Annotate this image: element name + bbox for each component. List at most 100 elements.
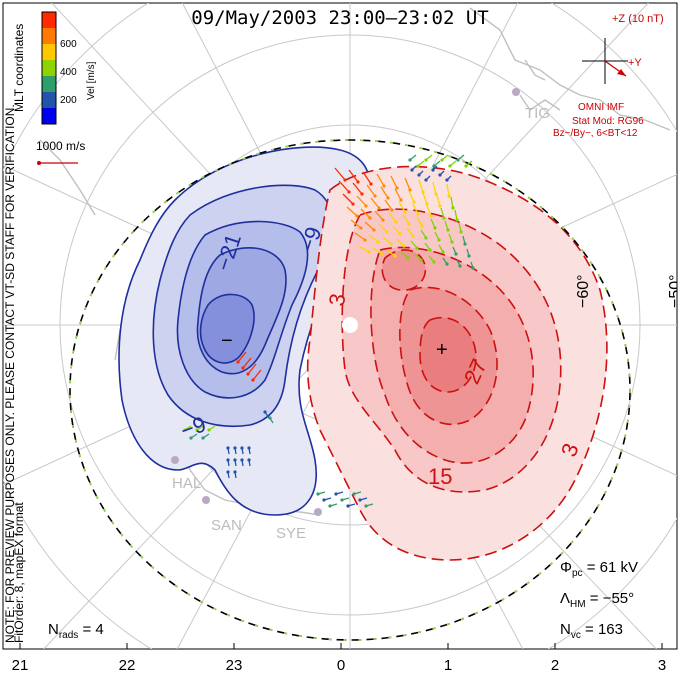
velocity-vector-origin — [399, 198, 403, 202]
velocity-vector-origin — [428, 248, 432, 252]
velocity-vector-origin — [432, 260, 436, 264]
velocity-vector-origin — [207, 428, 211, 432]
velocity-vector — [334, 167, 346, 181]
imf-condition: Bz−/By−, 6<BT<12 — [553, 128, 638, 139]
contour-label: 15 — [428, 464, 452, 489]
velocity-vector-origin — [233, 446, 237, 450]
negative-cell — [118, 146, 371, 516]
mlt-tick-label: 21 — [12, 657, 29, 674]
velocity-vector-origin — [189, 436, 193, 440]
velocity-vector — [354, 232, 366, 241]
velocity-vector-origin — [358, 498, 362, 502]
pole-marker — [342, 317, 358, 333]
velocity-vector — [382, 236, 392, 245]
velocity-vector-origin — [233, 458, 237, 462]
station-label: SYE — [276, 525, 306, 542]
imf-z-label: +Z (10 nT) — [612, 13, 664, 25]
velocity-vector — [366, 184, 376, 197]
velocity-vector — [360, 208, 371, 219]
velocity-vector-origin — [322, 498, 326, 502]
velocity-vector-origin — [355, 214, 359, 218]
mlt-tick-label: 2 — [551, 657, 559, 674]
contour-label: 3 — [324, 292, 351, 308]
velocity-vector-origin — [408, 188, 412, 192]
station-label: SAN — [211, 517, 242, 534]
velocity-vector — [392, 225, 401, 235]
velocity-vector-origin — [467, 254, 471, 258]
imf-y-label: +Y — [628, 57, 642, 69]
velocity-vector-origin — [356, 180, 360, 184]
velocity-vector-origin — [437, 238, 441, 242]
velocity-vector-origin — [251, 378, 255, 382]
velocity-vector-origin — [368, 216, 372, 220]
velocity-vector — [368, 234, 379, 243]
velocity-vector-origin — [367, 250, 371, 254]
velocity-vector-origin — [328, 504, 332, 508]
velocity-vector — [440, 207, 445, 219]
imf-source: OMNI IMF — [578, 102, 624, 113]
velocity-vector-origin — [434, 192, 438, 196]
velocity-vector — [436, 194, 441, 207]
velocity-vector — [394, 188, 402, 201]
velocity-vector-origin — [419, 258, 423, 262]
velocity-vector-origin — [447, 194, 451, 198]
velocity-vectors — [183, 154, 475, 508]
hm-boundary-points — [69, 139, 631, 641]
plot-frame — [2, 2, 678, 650]
velocity-vector-origin — [424, 158, 428, 162]
velocity-vector — [352, 182, 363, 195]
maximum-marker: + — [436, 339, 448, 361]
mlt-tick-label: 1 — [444, 657, 452, 674]
velocity-vector-origin — [195, 428, 199, 432]
velocity-vector-origin — [459, 230, 463, 234]
velocity-vector-origin — [226, 470, 230, 474]
velocity-vector-origin — [417, 173, 421, 177]
velocity-vector-origin — [446, 228, 450, 232]
velocity-vector-origin — [445, 262, 449, 266]
lambda-hm-label: ΛHM = −55° — [560, 590, 634, 610]
velocity-vector-origin — [359, 226, 363, 230]
velocity-vector — [338, 180, 350, 193]
velocity-vector-origin — [376, 240, 380, 244]
velocity-vector-origin — [438, 204, 442, 208]
velocity-vector-origin — [363, 238, 367, 242]
velocity-vector-origin — [377, 206, 381, 210]
n-rads-label: Nrads = 4 — [48, 621, 104, 641]
velocity-vector-origin — [403, 210, 407, 214]
velocity-vector-origin — [408, 158, 412, 162]
velocity-vector-origin — [233, 470, 237, 474]
velocity-vector — [426, 205, 432, 217]
velocity-vector — [396, 238, 405, 247]
velocity-vector-origin — [226, 458, 230, 462]
velocity-vector-origin — [316, 492, 320, 496]
velocity-vector-origin — [351, 202, 355, 206]
velocity-vector-origin — [240, 446, 244, 450]
velocity-vector-origin — [386, 196, 390, 200]
mlt-tick-label: 23 — [226, 657, 243, 674]
velocity-vector-origin — [382, 184, 386, 188]
coordinate-system-label: MLT coordinates — [12, 24, 26, 112]
velocity-vector-origin — [347, 190, 351, 194]
mlt-tick-label: 0 — [337, 657, 345, 674]
velocity-vector-origin — [454, 252, 458, 256]
velocity-vector-origin — [458, 264, 462, 268]
velocity-vector-origin — [268, 416, 272, 420]
velocity-vector — [386, 249, 396, 257]
velocity-vector-origin — [407, 222, 411, 226]
velocity-vector-origin — [385, 230, 389, 234]
velocity-vector — [376, 173, 385, 187]
colorbar-tick: 600 — [60, 39, 77, 50]
velocity-vector — [247, 363, 257, 375]
velocity-vector-origin — [411, 234, 415, 238]
velocity-vector-origin — [455, 218, 459, 222]
velocity-vector-origin — [236, 360, 240, 364]
velocity-vector-origin — [343, 178, 347, 182]
velocity-vector — [358, 245, 370, 253]
velocity-vector-origin — [334, 492, 338, 496]
velocity-vector — [237, 351, 247, 363]
velocity-vector — [416, 216, 423, 227]
velocity-vector-origin — [393, 254, 397, 258]
velocity-vector-origin — [340, 498, 344, 502]
